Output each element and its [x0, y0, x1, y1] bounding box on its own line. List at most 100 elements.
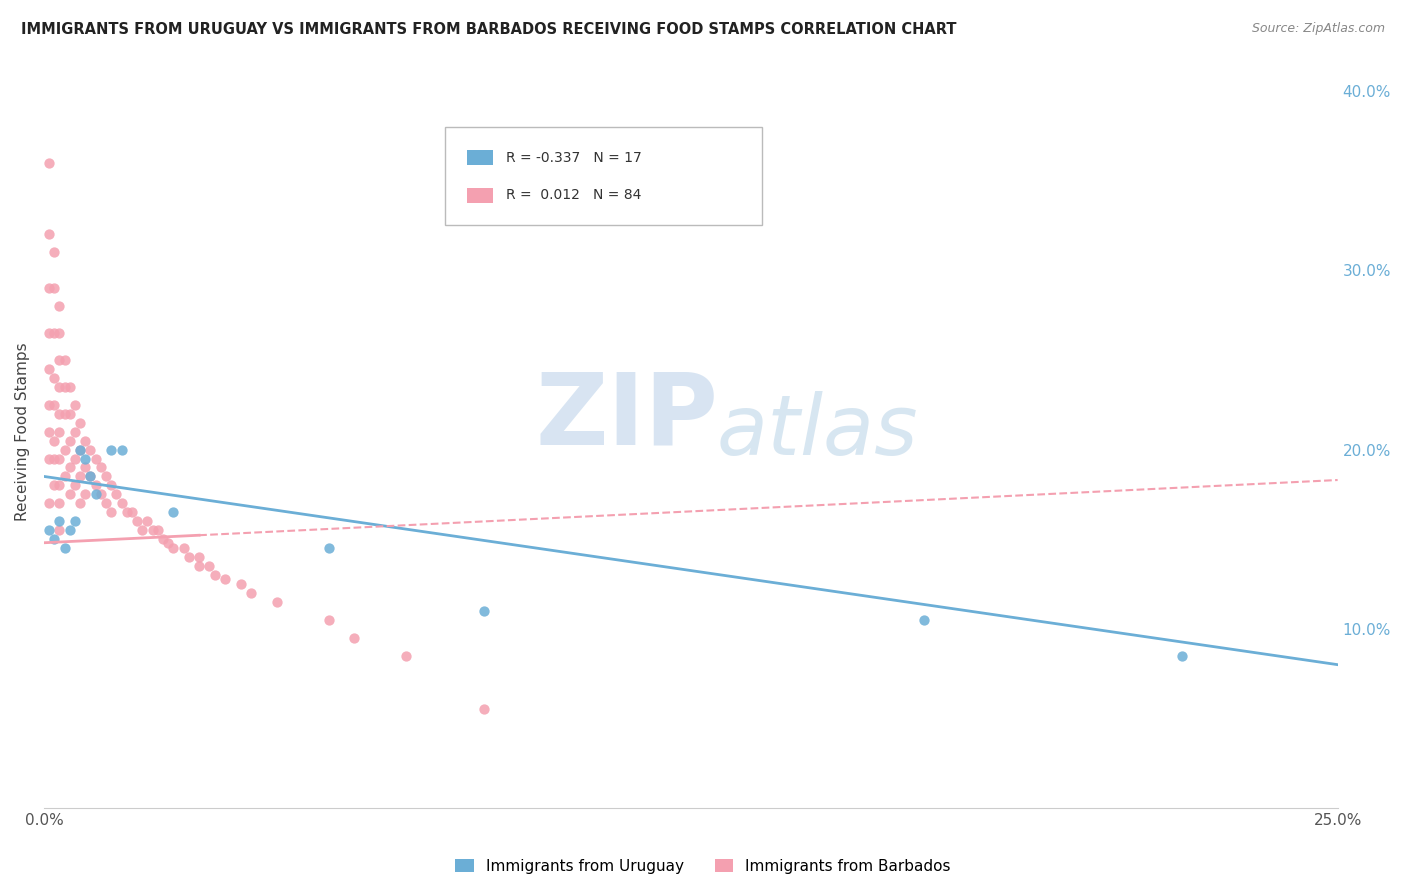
Point — [472, 702, 495, 716]
Point — [152, 532, 174, 546]
Point — [69, 442, 91, 457]
Point — [48, 478, 70, 492]
Point — [48, 451, 70, 466]
Point — [229, 577, 252, 591]
Point — [912, 613, 935, 627]
Point — [79, 442, 101, 457]
Point — [63, 451, 86, 466]
Point — [69, 469, 91, 483]
Text: ZIP: ZIP — [536, 368, 718, 465]
Point — [38, 155, 60, 169]
Point — [38, 326, 60, 340]
Point — [63, 425, 86, 439]
Point — [69, 416, 91, 430]
Point — [266, 595, 288, 609]
Point — [44, 371, 66, 385]
Point — [110, 496, 132, 510]
Point — [198, 559, 221, 574]
Point — [59, 434, 82, 448]
Point — [38, 362, 60, 376]
Text: R =  0.012   N = 84: R = 0.012 N = 84 — [506, 188, 641, 202]
Point — [44, 398, 66, 412]
Text: Source: ZipAtlas.com: Source: ZipAtlas.com — [1251, 22, 1385, 36]
Bar — [467, 150, 494, 165]
Point — [48, 380, 70, 394]
Point — [188, 550, 211, 565]
Point — [94, 469, 117, 483]
Point — [38, 398, 60, 412]
Point — [38, 496, 60, 510]
Bar — [467, 188, 494, 203]
Point — [44, 532, 66, 546]
Point — [48, 523, 70, 537]
Point — [318, 541, 340, 556]
Point — [48, 407, 70, 421]
Point — [53, 352, 76, 367]
Text: atlas: atlas — [717, 391, 918, 472]
Point — [1171, 648, 1194, 663]
Point — [38, 227, 60, 242]
Y-axis label: Receiving Food Stamps: Receiving Food Stamps — [15, 343, 30, 521]
Point — [94, 496, 117, 510]
Point — [48, 425, 70, 439]
Point — [63, 514, 86, 528]
Point — [343, 631, 366, 645]
Point — [90, 460, 112, 475]
Point — [177, 550, 200, 565]
Point — [59, 460, 82, 475]
Point — [115, 505, 138, 519]
Point — [84, 487, 107, 501]
Point — [214, 572, 236, 586]
Point — [59, 487, 82, 501]
Point — [157, 535, 180, 549]
FancyBboxPatch shape — [444, 127, 762, 225]
Point — [472, 604, 495, 618]
Point — [142, 523, 165, 537]
Point — [125, 514, 148, 528]
Point — [136, 514, 159, 528]
Point — [79, 469, 101, 483]
Point — [44, 245, 66, 260]
Point — [48, 326, 70, 340]
Point — [105, 487, 128, 501]
Point — [63, 478, 86, 492]
Point — [75, 451, 97, 466]
Point — [38, 425, 60, 439]
Point — [53, 407, 76, 421]
Point — [44, 281, 66, 295]
Point — [48, 514, 70, 528]
Point — [53, 541, 76, 556]
Point — [59, 380, 82, 394]
Point — [110, 442, 132, 457]
Point — [69, 442, 91, 457]
Point — [162, 541, 184, 556]
Text: IMMIGRANTS FROM URUGUAY VS IMMIGRANTS FROM BARBADOS RECEIVING FOOD STAMPS CORREL: IMMIGRANTS FROM URUGUAY VS IMMIGRANTS FR… — [21, 22, 956, 37]
Point — [84, 478, 107, 492]
Point — [69, 496, 91, 510]
Point — [188, 559, 211, 574]
Point — [146, 523, 169, 537]
Point — [53, 442, 76, 457]
Point — [75, 487, 97, 501]
Point — [173, 541, 195, 556]
Point — [100, 505, 122, 519]
Point — [38, 451, 60, 466]
Point — [38, 281, 60, 295]
Point — [53, 380, 76, 394]
Point — [75, 434, 97, 448]
Point — [84, 451, 107, 466]
Point — [162, 505, 184, 519]
Point — [59, 523, 82, 537]
Point — [79, 469, 101, 483]
Point — [121, 505, 143, 519]
Point — [48, 299, 70, 313]
Point — [48, 496, 70, 510]
Point — [48, 352, 70, 367]
Point — [38, 523, 60, 537]
Point — [318, 613, 340, 627]
Point — [44, 326, 66, 340]
Legend: Immigrants from Uruguay, Immigrants from Barbados: Immigrants from Uruguay, Immigrants from… — [450, 853, 956, 880]
Point — [100, 478, 122, 492]
Point — [239, 586, 262, 600]
Point — [75, 460, 97, 475]
